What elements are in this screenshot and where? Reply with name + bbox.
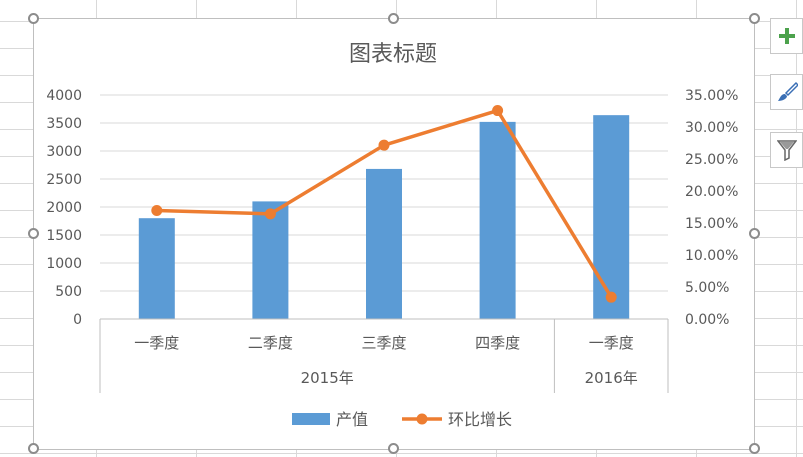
y-left-tick-label: 0 bbox=[73, 312, 82, 328]
plus-icon bbox=[778, 28, 795, 44]
y-left-tick-label: 2000 bbox=[46, 200, 82, 216]
x-group-label: 2016年 bbox=[585, 369, 638, 387]
y-left-tick-label: 1500 bbox=[46, 228, 82, 244]
bar[interactable] bbox=[479, 121, 516, 319]
bar[interactable] bbox=[593, 115, 630, 319]
x-tick-label: 四季度 bbox=[475, 334, 520, 352]
resize-handle-top-center[interactable] bbox=[388, 13, 399, 24]
x-tick-label: 一季度 bbox=[134, 334, 179, 352]
line-point[interactable] bbox=[378, 139, 390, 151]
line-point[interactable] bbox=[151, 205, 163, 217]
legend-label: 环比增长 bbox=[448, 410, 512, 429]
y-left-tick-label: 500 bbox=[55, 284, 82, 300]
legend[interactable]: 产值 环比增长 bbox=[292, 410, 512, 429]
axes: 0 500 1000 1500 2000 2500 3000 3500 4000 0.00% 5.0… bbox=[46, 88, 738, 393]
x-tick-label: 二季度 bbox=[248, 334, 293, 352]
legend-swatch-bar bbox=[292, 413, 330, 425]
x-tick-label: 三季度 bbox=[361, 334, 406, 352]
y-right-tick-label: 15.00% bbox=[685, 216, 738, 232]
x-tick-label: 一季度 bbox=[589, 334, 634, 352]
chart-elements-button[interactable] bbox=[770, 18, 803, 54]
line-point[interactable] bbox=[492, 105, 504, 117]
resize-handle-bottom-left[interactable] bbox=[28, 443, 39, 454]
y-right-tick-label: 5.00% bbox=[685, 280, 729, 296]
filter-icon bbox=[776, 140, 797, 161]
y-left-tick-label: 1000 bbox=[46, 256, 82, 272]
chart-styles-button[interactable] bbox=[770, 74, 803, 110]
bar-series bbox=[138, 115, 630, 319]
brush-icon bbox=[777, 81, 798, 101]
resize-handle-bottom-right[interactable] bbox=[749, 443, 760, 454]
resize-handle-top-right[interactable] bbox=[749, 13, 760, 24]
chart-canvas: 图表标题 0 500 1000 1500 2000 2500 3000 3500 4000 0.0… bbox=[46, 42, 738, 429]
chart-area[interactable]: 图表标题 0 500 1000 1500 2000 2500 3000 3500 4000 0.0… bbox=[33, 18, 755, 450]
bar[interactable] bbox=[138, 218, 175, 319]
line-point[interactable] bbox=[264, 208, 276, 220]
chart-filters-button[interactable] bbox=[770, 132, 803, 168]
line-point[interactable] bbox=[605, 291, 617, 303]
x-group-label: 2015年 bbox=[301, 369, 354, 387]
y-left-tick-label: 3500 bbox=[46, 116, 82, 132]
y-right-tick-label: 35.00% bbox=[685, 88, 738, 104]
line-series bbox=[151, 105, 617, 303]
legend-swatch-marker bbox=[416, 413, 428, 425]
resize-handle-middle-right[interactable] bbox=[749, 228, 760, 239]
y-right-tick-label: 20.00% bbox=[685, 184, 738, 200]
resize-handle-top-left[interactable] bbox=[28, 13, 39, 24]
resize-handle-middle-left[interactable] bbox=[28, 228, 39, 239]
chart-title[interactable]: 图表标题 bbox=[349, 42, 437, 67]
legend-label: 产值 bbox=[336, 410, 368, 429]
y-left-tick-label: 3000 bbox=[46, 144, 82, 160]
y-left-tick-label: 4000 bbox=[46, 88, 82, 104]
resize-handle-bottom-center[interactable] bbox=[388, 443, 399, 454]
y-left-tick-label: 2500 bbox=[46, 172, 82, 188]
y-right-tick-label: 10.00% bbox=[685, 248, 738, 264]
y-right-tick-label: 0.00% bbox=[685, 312, 729, 328]
y-right-tick-label: 25.00% bbox=[685, 152, 738, 168]
bar[interactable] bbox=[366, 168, 402, 319]
y-right-tick-label: 30.00% bbox=[685, 120, 738, 136]
bar[interactable] bbox=[252, 201, 289, 319]
